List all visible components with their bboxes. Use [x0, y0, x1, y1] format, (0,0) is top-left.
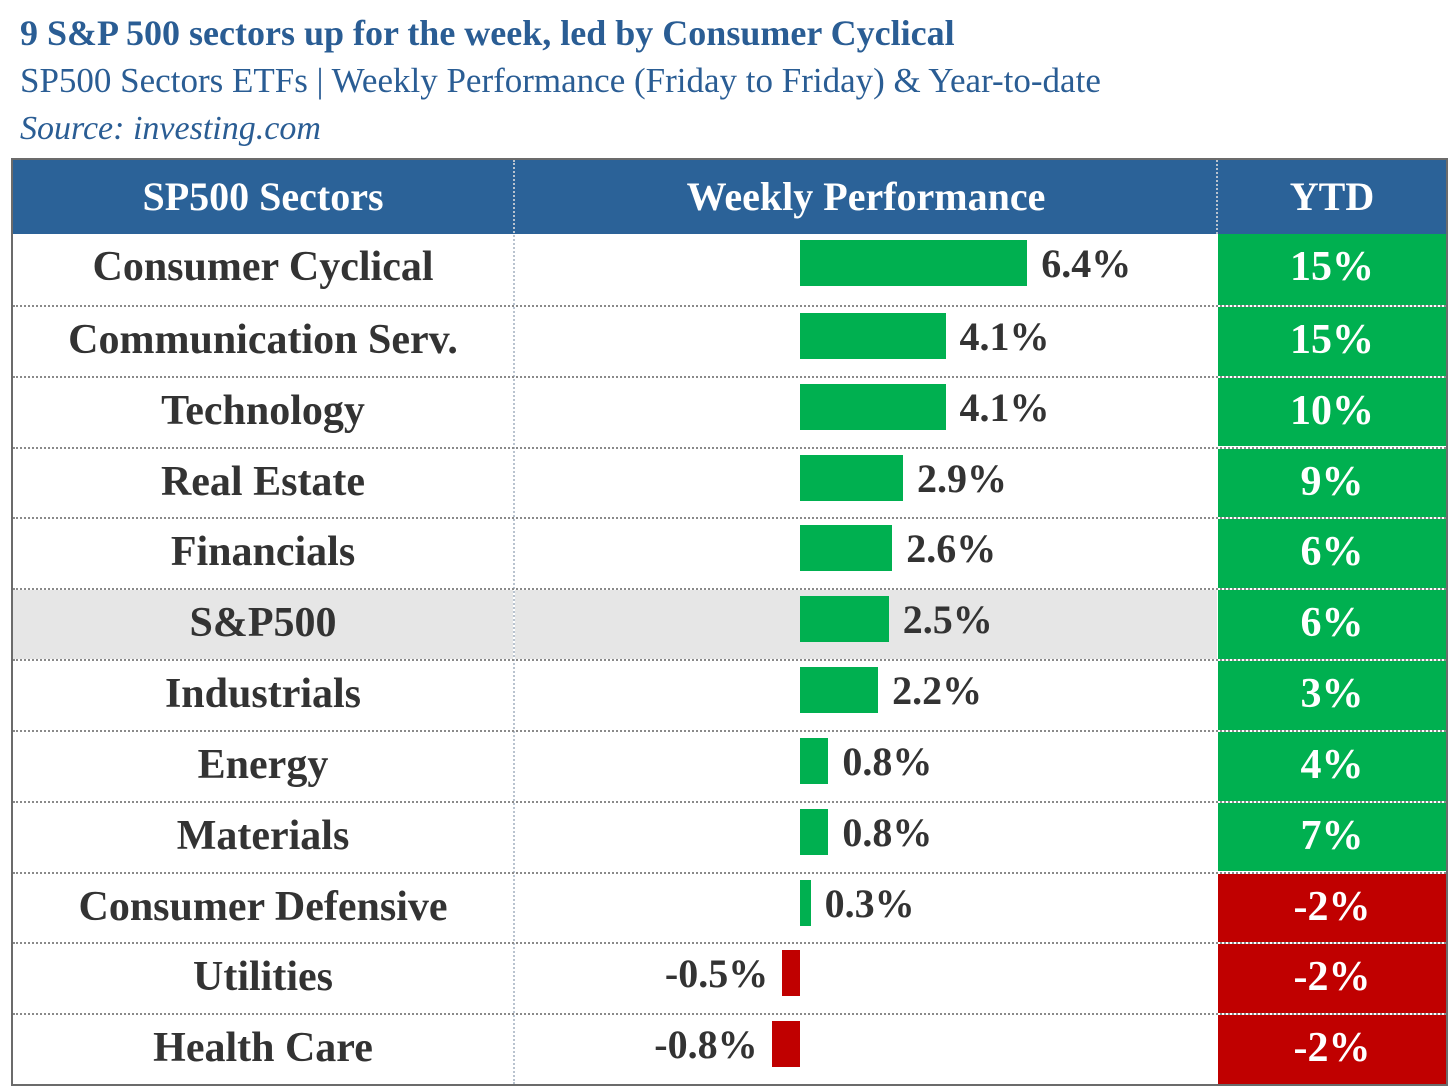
weekly-value-label: -0.8%: [654, 1022, 758, 1068]
table-row: Energy 0.8% 4%: [13, 729, 1446, 801]
chart-subtitle: SP500 Sectors ETFs | Weekly Performance …: [20, 61, 1101, 100]
weekly-value-label: 2.6%: [906, 526, 997, 572]
weekly-performance-cell: 2.6%: [515, 519, 1217, 588]
weekly-bar: [800, 808, 829, 855]
ytd-value: 10%: [1218, 377, 1446, 447]
sector-performance-table: SP500 Sectors Weekly Performance YTD Con…: [11, 158, 1448, 1086]
weekly-performance-cell: 0.8%: [515, 803, 1217, 872]
weekly-performance-cell: 2.5%: [515, 590, 1217, 659]
weekly-bar: [800, 737, 829, 784]
weekly-performance-cell: 2.9%: [515, 449, 1217, 518]
weekly-bar: [800, 879, 811, 926]
table-row: Real Estate 2.9% 9%: [13, 446, 1446, 518]
weekly-performance-cell: 4.1%: [515, 307, 1217, 376]
table-row: Communication Serv. 4.1% 15%: [13, 304, 1446, 376]
weekly-value-label: 4.1%: [959, 384, 1050, 430]
ytd-value: 7%: [1218, 802, 1446, 872]
weekly-value-label: 0.8%: [842, 738, 933, 784]
table-body: Consumer Cyclical 6.4% 15% Communication Se…: [13, 234, 1446, 1084]
ytd-value: 15%: [1218, 234, 1446, 305]
weekly-performance-cell: 6.4%: [515, 234, 1217, 305]
sector-name: Health Care: [153, 1025, 373, 1072]
weekly-value-label: 2.2%: [892, 668, 983, 713]
weekly-value-label: -0.5%: [664, 951, 769, 997]
sector-name: Consumer Cyclical: [92, 244, 434, 290]
table-row: Industrials 2.2% 3%: [13, 659, 1446, 730]
weekly-bar: [800, 596, 889, 643]
weekly-performance-cell: -0.5%: [515, 944, 1217, 1013]
sector-name: Industrials: [164, 671, 362, 717]
table-row: Financials 2.6% 6%: [13, 517, 1446, 589]
ytd-value: -2%: [1218, 944, 1446, 1014]
sector-name: Materials: [176, 812, 350, 859]
ytd-value: 6%: [1218, 590, 1446, 659]
ytd-value: 6%: [1218, 519, 1446, 589]
table-row: Consumer Defensive 0.3% -2%: [13, 871, 1446, 943]
weekly-bar: [800, 312, 946, 359]
weekly-value-label: 0.3%: [824, 880, 915, 926]
table-row: S&P500 2.5% 6%: [13, 588, 1446, 659]
weekly-performance-cell: 0.3%: [515, 874, 1217, 943]
column-divider: [1216, 160, 1218, 234]
weekly-value-label: 4.1%: [959, 313, 1050, 359]
column-header-ytd: YTD: [1289, 174, 1375, 219]
table-row: Materials 0.8% 7%: [13, 800, 1446, 872]
sector-name: Consumer Defensive: [78, 883, 448, 930]
weekly-bar: [800, 383, 946, 430]
chart-title: 9 S&P 500 sectors up for the week, led b…: [20, 13, 955, 53]
ytd-value: 4%: [1218, 731, 1446, 801]
ytd-value: 15%: [1218, 306, 1446, 376]
sector-name: Communication Serv.: [68, 316, 458, 363]
weekly-bar: [782, 950, 800, 997]
table-row: Technology 4.1% 10%: [13, 375, 1446, 447]
weekly-bar: [800, 454, 903, 501]
weekly-performance-cell: 0.8%: [515, 732, 1217, 801]
table-row: Consumer Cyclical 6.4% 15%: [13, 234, 1446, 305]
weekly-bar: [771, 1021, 800, 1068]
sector-name: Utilities: [193, 954, 333, 1001]
weekly-bar: [800, 667, 879, 713]
sector-name: Energy: [197, 741, 329, 788]
column-header-weekly: Weekly Performance: [686, 174, 1046, 219]
ytd-value: 9%: [1218, 448, 1446, 518]
ytd-value: -2%: [1218, 873, 1446, 943]
weekly-bar: [800, 525, 893, 572]
column-header-sectors: SP500 Sectors: [142, 174, 384, 219]
table-header: SP500 Sectors Weekly Performance YTD: [13, 160, 1446, 234]
ytd-value: -2%: [1218, 1015, 1446, 1084]
sector-name: Technology: [161, 387, 365, 434]
sector-name: Financials: [170, 529, 356, 576]
weekly-performance-cell: 2.2%: [515, 661, 1217, 730]
weekly-value-label: 6.4%: [1041, 241, 1132, 286]
weekly-performance-cell: 4.1%: [515, 378, 1217, 447]
weekly-value-label: 2.9%: [916, 455, 1007, 501]
chart-source: Source: investing.com: [20, 110, 321, 147]
table-row: Utilities -0.5% -2%: [13, 942, 1446, 1014]
weekly-value-label: 2.5%: [902, 597, 993, 643]
sector-name: S&P500: [13, 590, 513, 659]
table-row: Health Care -0.8% -2%: [13, 1013, 1446, 1084]
sector-name: Real Estate: [160, 458, 366, 505]
weekly-value-label: 0.8%: [842, 809, 933, 855]
column-divider: [513, 160, 515, 1084]
weekly-bar: [800, 240, 1028, 286]
ytd-value: 3%: [1218, 661, 1446, 730]
weekly-performance-cell: -0.8%: [515, 1015, 1217, 1084]
